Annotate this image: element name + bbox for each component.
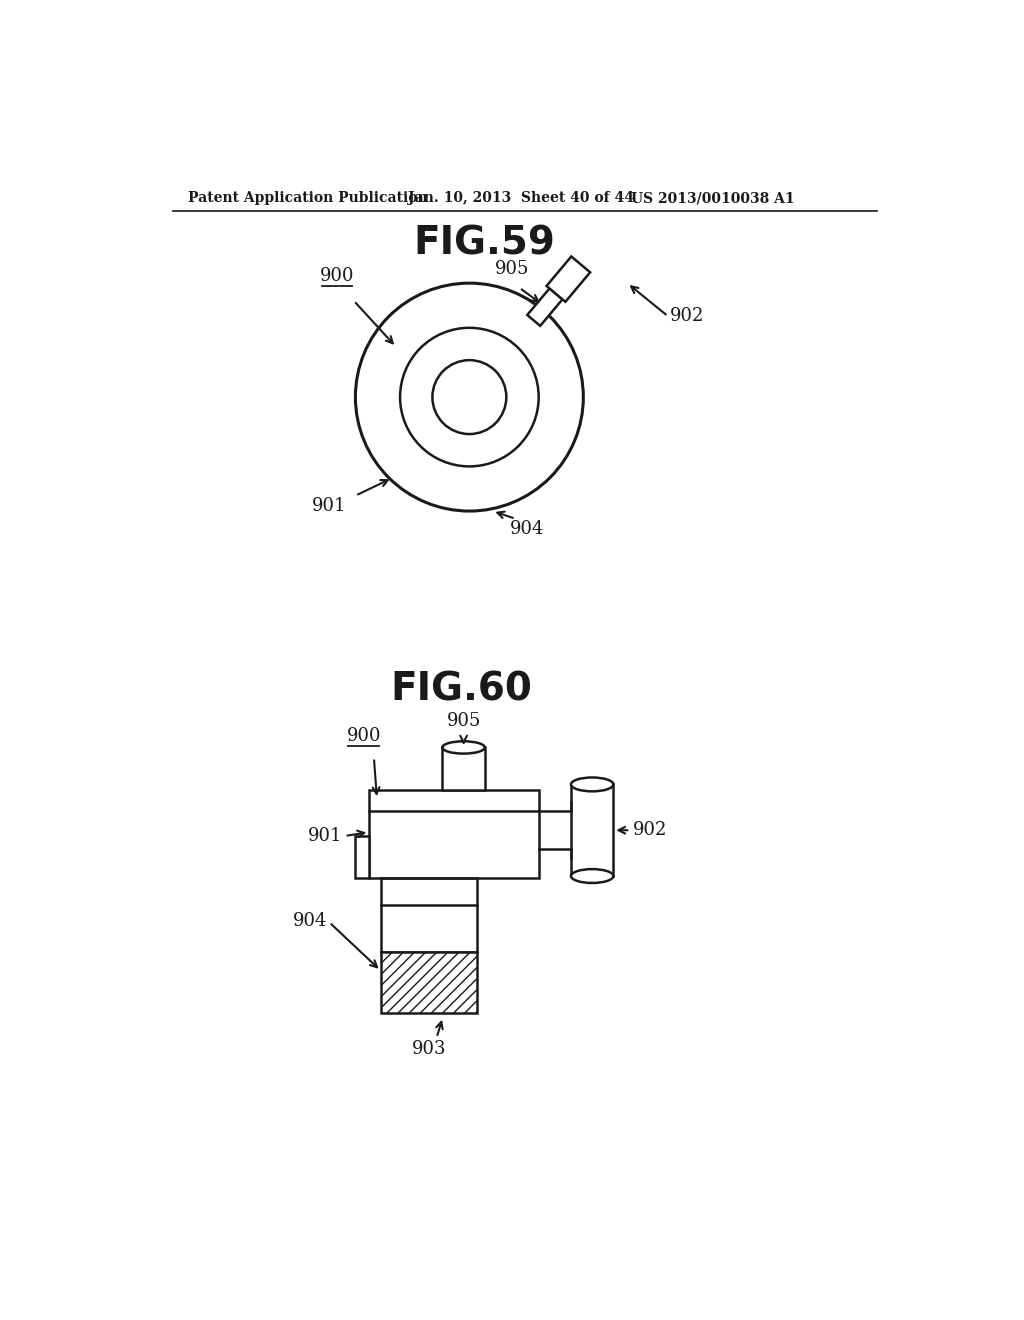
Polygon shape [547, 256, 590, 302]
Text: 901: 901 [311, 498, 346, 515]
Text: 905: 905 [495, 260, 529, 277]
Text: Patent Application Publication: Patent Application Publication [188, 191, 428, 206]
Text: 902: 902 [670, 308, 703, 325]
Bar [370, 789, 539, 878]
Text: 900: 900 [319, 268, 354, 285]
Text: 903: 903 [412, 1040, 446, 1059]
Text: FIG.59: FIG.59 [414, 224, 556, 263]
Ellipse shape [442, 742, 484, 754]
Bar [442, 747, 484, 789]
Text: FIG.60: FIG.60 [391, 671, 532, 709]
Text: Jan. 10, 2013  Sheet 40 of 44: Jan. 10, 2013 Sheet 40 of 44 [408, 191, 634, 206]
Ellipse shape [571, 777, 613, 791]
Ellipse shape [571, 869, 613, 883]
Text: 902: 902 [633, 821, 667, 840]
Text: 900: 900 [346, 727, 381, 744]
Bar [571, 784, 613, 876]
Polygon shape [527, 289, 562, 326]
Bar [355, 836, 370, 878]
Bar [381, 952, 477, 1014]
Text: 901: 901 [308, 828, 342, 845]
Text: US 2013/0010038 A1: US 2013/0010038 A1 [631, 191, 795, 206]
Text: 904: 904 [510, 520, 545, 539]
Bar [381, 878, 477, 952]
Text: 905: 905 [446, 711, 481, 730]
Text: 904: 904 [293, 912, 327, 929]
